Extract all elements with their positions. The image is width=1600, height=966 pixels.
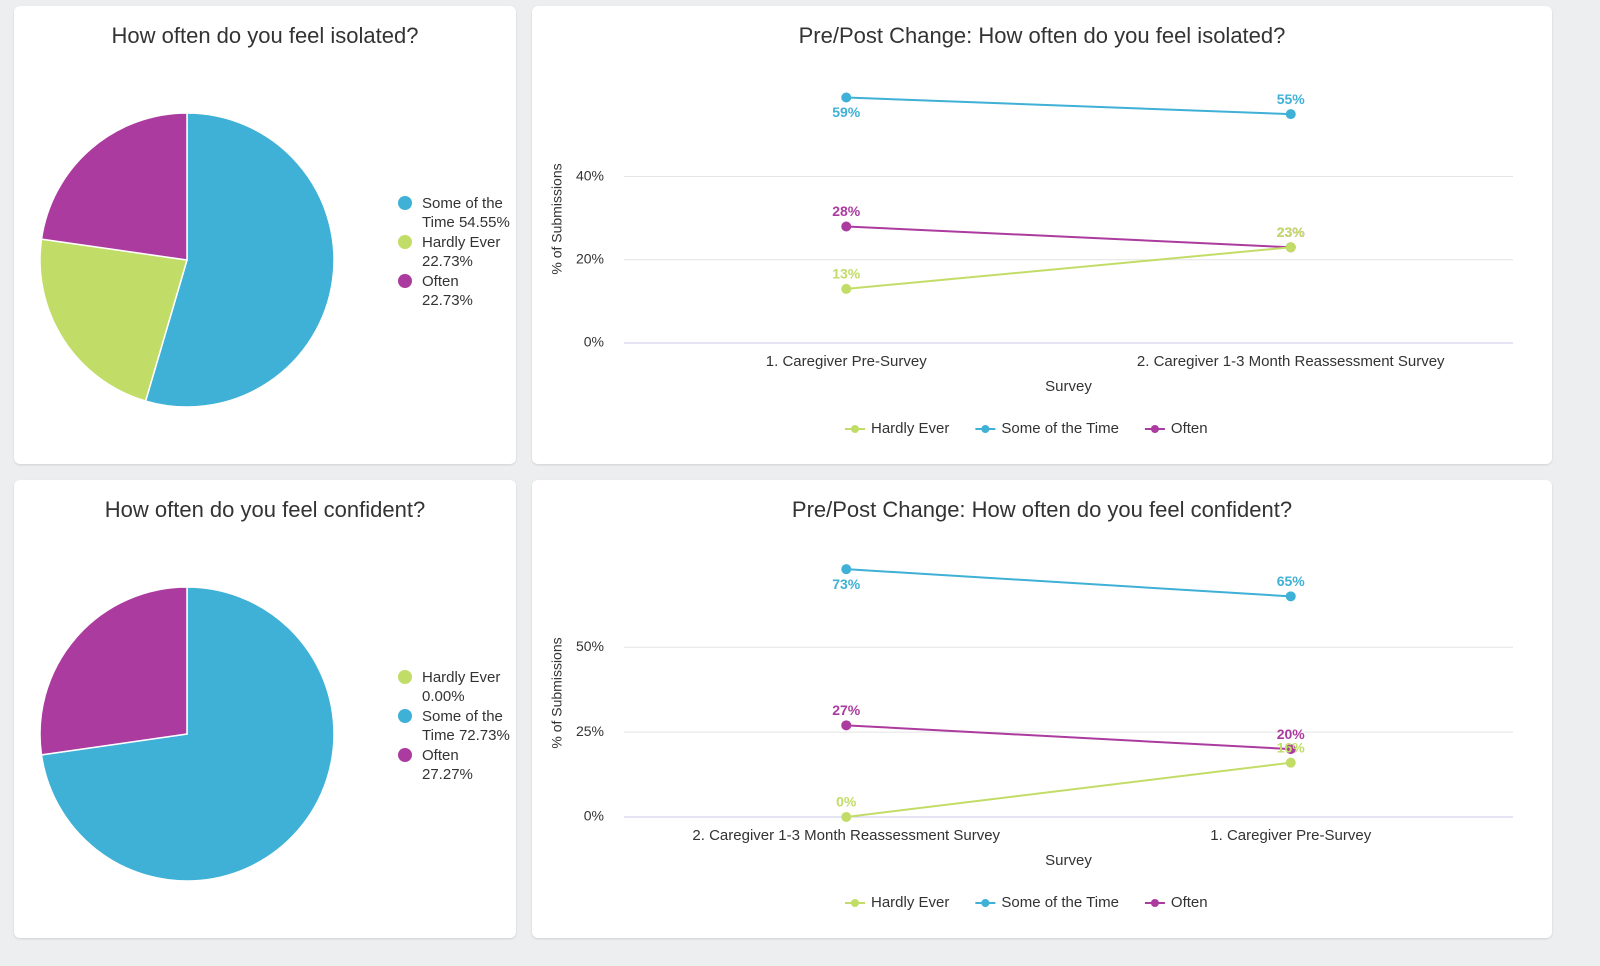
- legend-value: 22.73%: [422, 292, 473, 309]
- legend-item: Hardly Ever 22.73%: [398, 233, 510, 272]
- legend-label: Some of the Time: [1001, 420, 1119, 437]
- legend-label: Hardly Ever: [871, 420, 949, 437]
- y-tick-label: 25%: [576, 723, 604, 739]
- legend-swatch: [851, 899, 859, 907]
- data-label: 59%: [832, 104, 861, 120]
- chart-title: How often do you feel confident?: [105, 497, 425, 522]
- y-tick-label: 50%: [576, 638, 604, 654]
- data-label: 23%: [1277, 224, 1306, 240]
- data-label: 23%: [1277, 224, 1306, 240]
- x-axis-label: Survey: [1045, 852, 1092, 869]
- series-line: [846, 225, 1291, 249]
- pie-slice: [144, 112, 335, 408]
- series-line: [846, 96, 1291, 116]
- legend-value: 0.00%: [422, 688, 465, 705]
- pie-slice: [40, 112, 188, 261]
- x-tick-label: 2. Caregiver 1-3 Month Reassessment Surv…: [1137, 353, 1445, 370]
- legend: Hardly Ever 0.00% Some of the Time 72.73%…: [398, 668, 510, 785]
- pie-slice: [39, 238, 188, 402]
- data-point: [841, 283, 852, 294]
- chart-title: Pre/Post Change: How often do you feel c…: [792, 497, 1292, 522]
- x-tick-label: 1. Caregiver Pre-Survey: [766, 353, 927, 370]
- legend-value: 22.73%: [422, 253, 473, 270]
- data-point: [1285, 242, 1296, 253]
- data-label: 55%: [1277, 91, 1306, 107]
- data-point: [841, 92, 852, 103]
- data-point: [1285, 109, 1296, 120]
- data-point: [841, 720, 852, 731]
- legend-swatch: [398, 708, 412, 723]
- y-tick-label: 40%: [576, 167, 604, 183]
- y-tick-label: 0%: [584, 808, 604, 824]
- data-label: 65%: [1277, 573, 1306, 589]
- data-label: 13%: [832, 266, 861, 282]
- legend-label: Hardly Ever: [422, 233, 501, 251]
- legend-swatch: [981, 425, 990, 433]
- legend-item: Often 27.27%: [398, 746, 510, 785]
- chart-card: How often do you feel confident? Hardly E…: [14, 480, 516, 938]
- legend-item: Hardly Ever 0.00%: [398, 668, 510, 707]
- data-label: 28%: [832, 203, 861, 219]
- legend-value: 72.73%: [458, 727, 510, 744]
- legend-swatch: [1150, 899, 1159, 907]
- data-label: 73%: [832, 576, 861, 592]
- x-tick-label: 1. Caregiver Pre-Survey: [1210, 827, 1371, 844]
- y-axis-label: % of Submissions: [549, 163, 565, 274]
- legend-swatch: [398, 273, 412, 288]
- chart-title: How often do you feel isolated?: [112, 23, 419, 48]
- chart: How often do you feel isolated?: [39, 23, 419, 408]
- x-axis-label: Survey: [1045, 378, 1092, 395]
- chart-card: Pre/Post Change: How often do you feel c…: [532, 480, 1552, 938]
- chart-title: Pre/Post Change: How often do you feel i…: [799, 23, 1286, 48]
- data-label: 16%: [1277, 739, 1306, 755]
- legend-item: Some of the Time 72.73%: [398, 707, 510, 746]
- legend-value: 54.55%: [458, 214, 510, 231]
- legend-swatch: [398, 669, 412, 684]
- legend-value: 27.27%: [422, 766, 473, 783]
- x-tick-label: 2. Caregiver 1-3 Month Reassessment Surv…: [692, 827, 1000, 844]
- data-label: 0%: [836, 794, 857, 810]
- legend-swatch: [851, 425, 859, 433]
- data-label: 20%: [1277, 726, 1306, 742]
- data-point: [1285, 757, 1296, 768]
- legend-label: Hardly Ever: [422, 668, 501, 686]
- legend-swatch: [398, 234, 412, 249]
- legend-label: Some of the Time: [422, 707, 503, 745]
- chart-card: How often do you feel isolated? Some of t…: [14, 6, 516, 464]
- data-label: 27%: [832, 702, 861, 718]
- legend-label: Often: [422, 746, 459, 764]
- legend-label: Hardly Ever: [871, 894, 949, 911]
- legend: Some of the Time 54.55% Hardly Ever 22.73…: [398, 194, 510, 311]
- legend-label: Often: [1171, 894, 1208, 911]
- y-tick-label: 0%: [584, 334, 604, 350]
- chart: How often do you feel confident?: [39, 497, 425, 882]
- data-point: [841, 812, 852, 822]
- data-point: [841, 221, 852, 232]
- legend-item: Often 22.73%: [398, 272, 510, 311]
- legend-label: Some of the Time: [422, 194, 503, 232]
- series-line: [846, 568, 1291, 598]
- y-axis-label: % of Submissions: [549, 637, 565, 748]
- series-line: [846, 724, 1291, 751]
- legend-item: Some of the Time 54.55%: [398, 194, 510, 233]
- series-line: [846, 246, 1291, 290]
- pie-slice: [39, 586, 188, 756]
- data-point: [1285, 591, 1296, 602]
- y-tick-label: 20%: [576, 250, 604, 266]
- data-point: [1285, 744, 1296, 755]
- data-point: [841, 564, 852, 575]
- legend-swatch: [981, 899, 990, 907]
- legend-label: Some of the Time: [1001, 894, 1119, 911]
- legend-label: Often: [422, 272, 459, 290]
- legend-swatch: [398, 747, 412, 762]
- legend-label: Often: [1171, 420, 1208, 437]
- chart: Pre/Post Change: How often do you feel i…: [549, 23, 1513, 437]
- legend-swatch: [398, 195, 412, 210]
- legend-swatch: [1150, 425, 1159, 433]
- chart-card: Pre/Post Change: How often do you feel i…: [532, 6, 1552, 464]
- chart: Pre/Post Change: How often do you feel c…: [549, 497, 1513, 911]
- series-line: [846, 761, 1291, 818]
